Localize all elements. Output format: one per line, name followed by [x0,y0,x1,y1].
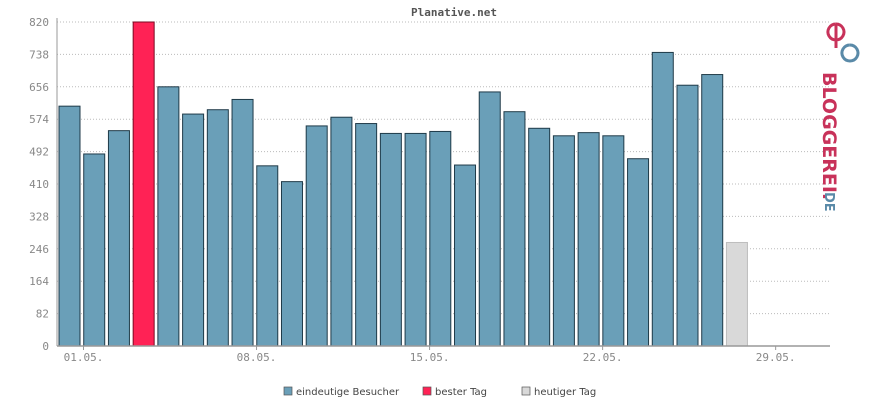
y-tick-label: 0 [42,340,49,353]
legend-label: eindeutige Besucher [296,387,400,398]
bar [602,135,625,347]
bar [83,153,106,347]
legend-item: bester Tag [422,386,487,398]
x-tick-label: 29.05. [756,351,796,364]
x-tick-label: 01.05. [64,351,104,364]
bar [256,165,279,347]
logo-ring-blue [840,43,860,63]
y-tick-label: 492 [29,146,49,159]
y-tick-labels: 0 82 164 246 328 410 492 574 656 738 820 [29,16,49,353]
logo-ring-red [826,22,846,48]
bar [676,84,699,347]
x-tick-label: 15.05. [410,351,450,364]
bar [651,51,674,347]
y-tick-label: 328 [29,210,49,223]
bar [627,158,650,347]
bar [355,123,378,347]
bar [182,113,205,347]
chart-title: Planative.net [411,6,497,19]
logo-tld: DE [821,192,836,212]
bar [379,132,402,347]
y-tick-label: 246 [29,243,49,256]
bar [107,130,130,347]
y-tick-label: 82 [36,308,49,321]
bar [206,109,229,347]
bar [305,125,328,347]
bar [454,164,477,347]
y-tick-label: 164 [29,275,49,288]
legend-swatch [422,386,432,396]
bar [404,132,427,347]
bar [701,74,724,347]
bar [478,91,501,347]
legend-swatch [283,386,293,396]
y-tick-label: 656 [29,81,49,94]
legend-item: heutiger Tag [521,386,596,398]
bar [429,130,452,347]
bar [503,111,526,347]
bar [552,135,575,347]
legend-label: bester Tag [435,387,487,398]
bar [157,86,180,347]
legend-item: eindeutige Besucher [283,386,400,398]
x-tick-label: 08.05. [237,351,277,364]
bar [231,98,254,347]
y-tick-label: 574 [29,113,49,126]
bar [528,127,551,347]
bar [58,105,81,347]
legend: eindeutige Besucher bester Tag heutiger Ta… [283,386,596,398]
bloggerei-logo: BLOGGEREI. DE [818,22,860,212]
x-tick-labels: 01.05. 08.05. 15.05. 22.05. 29.05. [64,346,796,364]
bars [58,21,748,347]
bar [330,116,353,347]
bar [280,181,303,347]
axes [56,18,830,347]
legend-swatch [521,386,531,396]
bar [577,132,600,347]
y-tick-label: 410 [29,178,49,191]
y-tick-label: 820 [29,16,49,29]
x-tick-label: 22.05. [583,351,623,364]
bar-best-day [132,21,155,347]
bar-today [725,241,748,347]
logo-text: BLOGGEREI. [818,72,840,200]
legend-label: heutiger Tag [534,387,596,398]
y-tick-label: 738 [29,48,49,61]
